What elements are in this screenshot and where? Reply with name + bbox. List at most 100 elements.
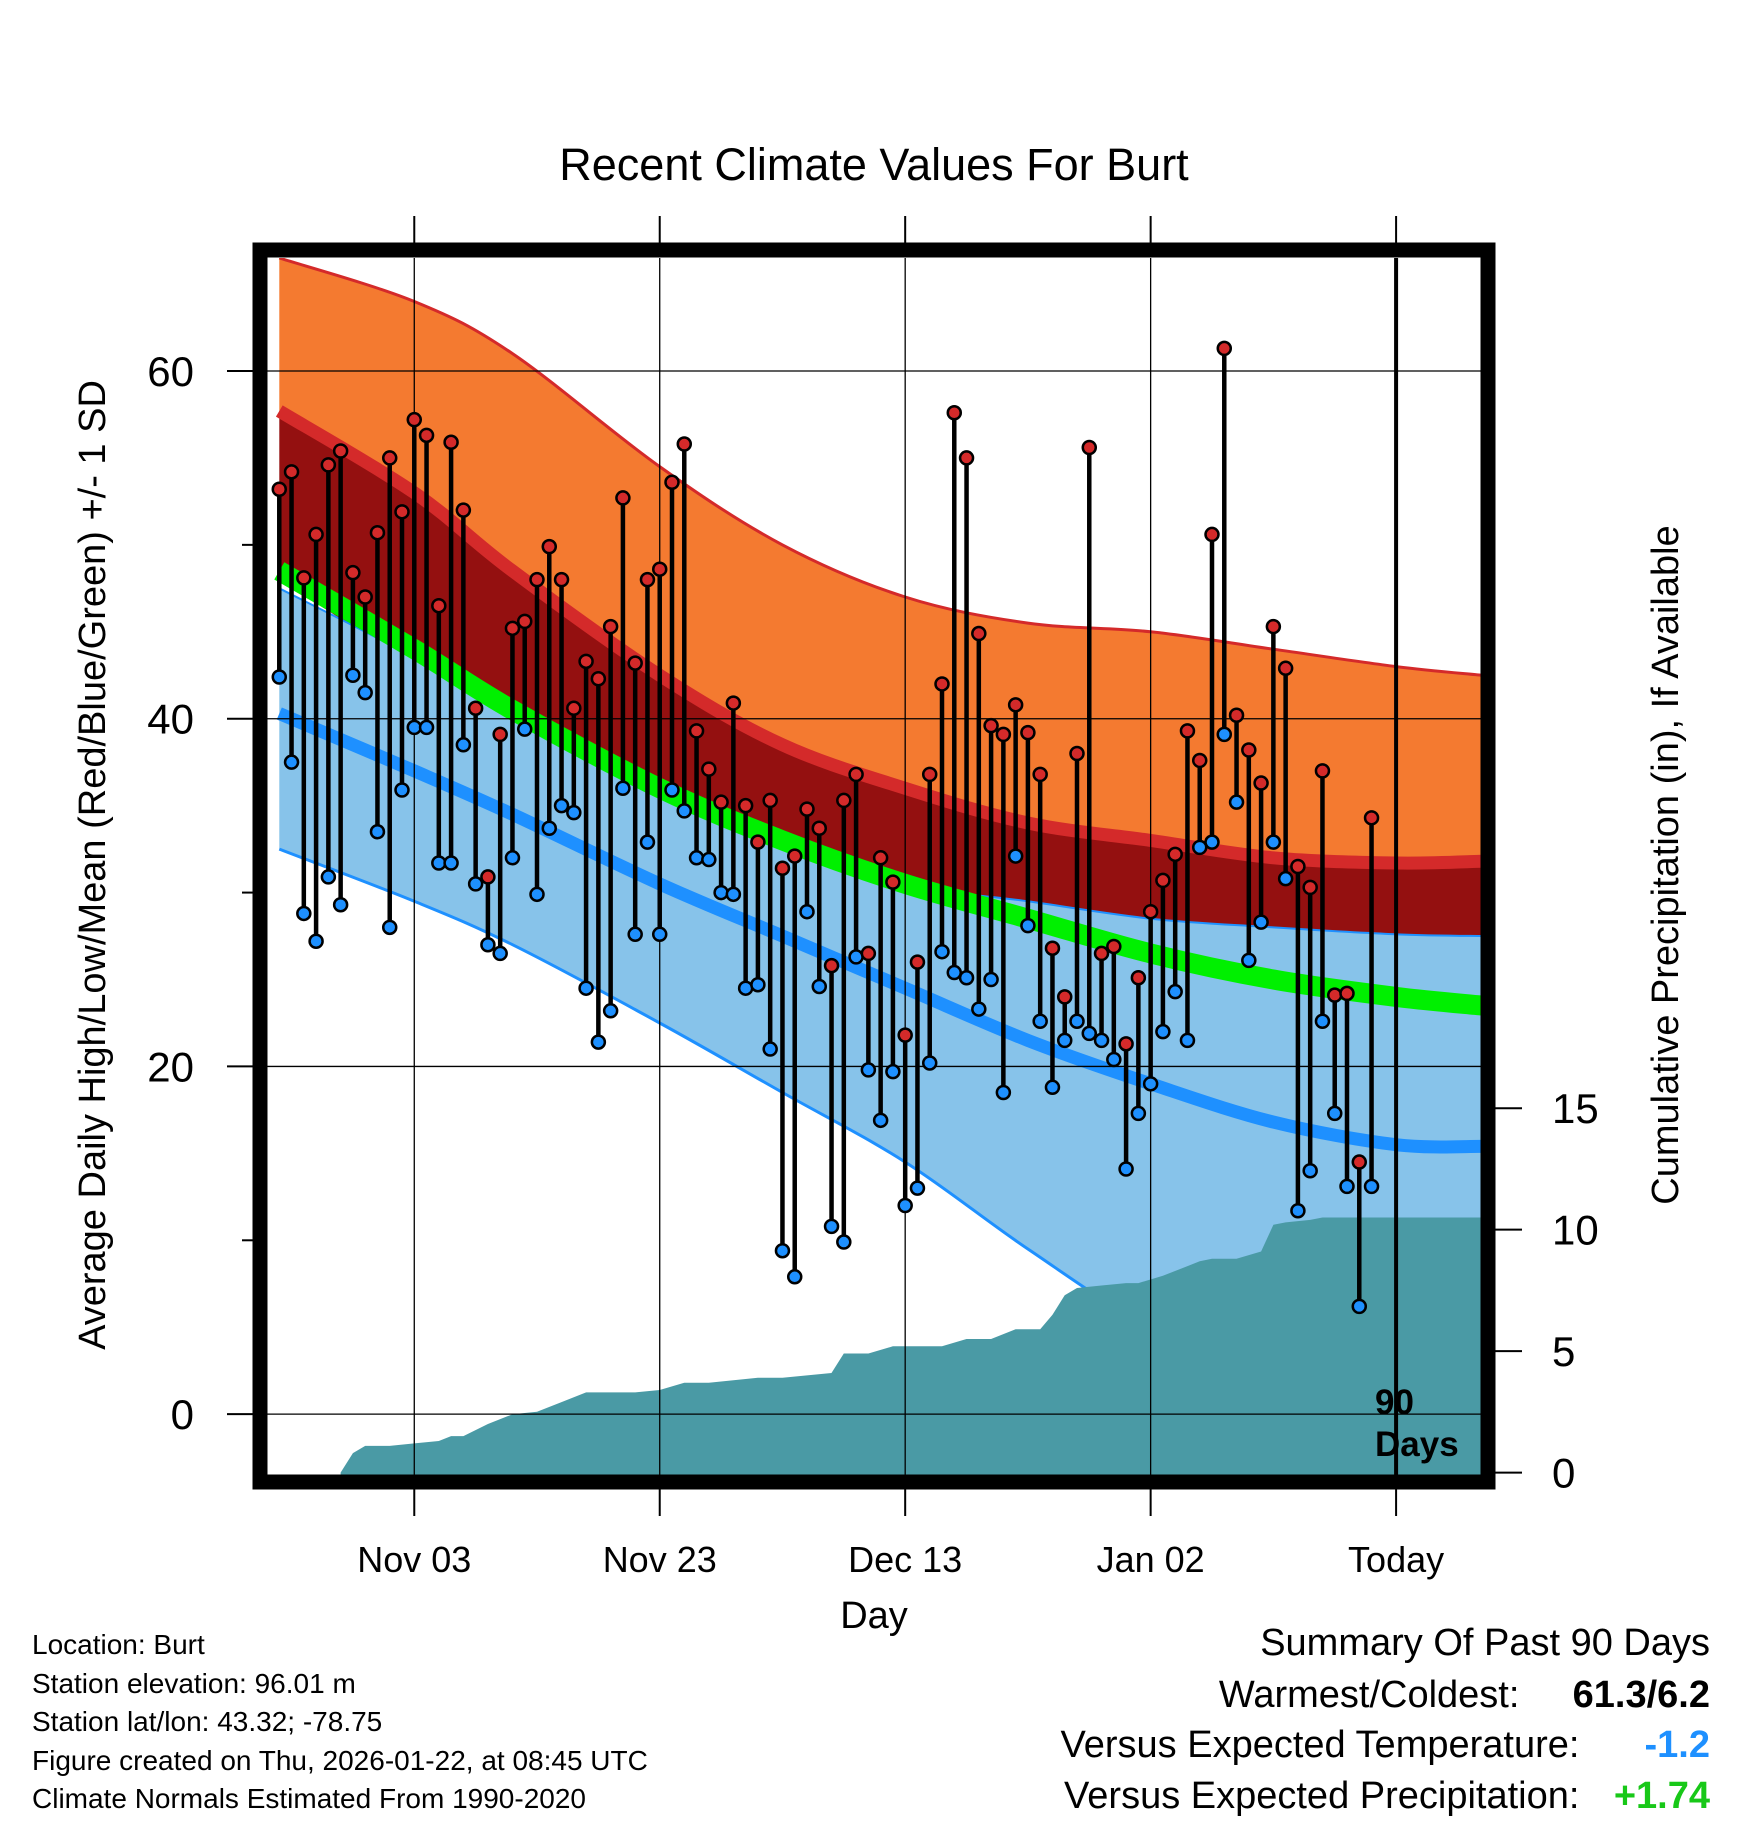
daily-low-point <box>578 980 594 996</box>
temp-vs-expected-value: -1.2 <box>1644 1724 1710 1766</box>
y-tick-label: 20 <box>147 1043 194 1090</box>
daily-low-point <box>1363 1178 1380 1195</box>
daily-high-point <box>296 570 312 586</box>
daily-low-point <box>1130 1105 1147 1122</box>
daily-high-point <box>1044 940 1061 956</box>
summary-precip-row: Versus Expected Precipitation: +1.74 <box>1064 1775 1710 1818</box>
daily-high-point <box>1277 660 1294 677</box>
daily-low-point <box>1081 1025 1098 1042</box>
daily-low-point <box>602 1003 619 1019</box>
daily-low-point <box>1118 1161 1134 1177</box>
daily-low-point <box>1277 870 1294 887</box>
daily-high-point <box>271 481 288 497</box>
daily-low-point <box>1216 726 1233 743</box>
daily-low-point <box>296 905 312 922</box>
daily-low-point <box>897 1197 913 1214</box>
daily-low-point <box>418 719 435 736</box>
daily-high-point <box>1363 810 1380 826</box>
y2-tick-label: 15 <box>1552 1085 1599 1132</box>
daily-low-point <box>786 1269 803 1285</box>
daily-high-point <box>1056 989 1073 1005</box>
daily-low-point <box>1351 1298 1368 1315</box>
daily-high-point <box>995 726 1012 743</box>
precip-vs-expected-value: +1.74 <box>1613 1775 1710 1817</box>
y2-tick-label: 5 <box>1552 1328 1575 1375</box>
daily-low-point <box>946 964 963 981</box>
daily-low-point <box>1007 848 1024 864</box>
daily-low-point <box>467 876 484 892</box>
daily-high-point <box>774 860 791 876</box>
daily-high-point <box>320 457 337 473</box>
created-text: Figure created on Thu, 2026-01-22, at 08… <box>32 1744 648 1776</box>
daily-high-point <box>345 564 361 581</box>
daily-low-point <box>1204 834 1220 850</box>
daily-low-point <box>651 926 668 943</box>
daily-low-point <box>799 903 815 920</box>
marker-label-top: 90 <box>1375 1383 1414 1422</box>
y2-tick-label: 10 <box>1552 1207 1599 1254</box>
daily-high-point <box>1081 439 1098 456</box>
daily-low-point <box>529 886 545 903</box>
daily-high-point <box>369 524 386 541</box>
daily-high-point <box>1093 945 1110 962</box>
daily-high-point <box>1253 775 1269 791</box>
daily-high-point <box>983 717 999 734</box>
daily-low-point <box>357 684 373 701</box>
daily-low-point <box>836 1234 852 1250</box>
cumulative-precip-area <box>340 1217 1482 1475</box>
daily-low-point <box>639 834 656 850</box>
daily-high-point <box>615 490 631 506</box>
daily-high-point <box>406 411 423 428</box>
daily-high-point <box>566 700 582 717</box>
daily-high-point <box>1228 707 1245 723</box>
daily-low-point <box>1314 1013 1331 1029</box>
daily-high-point <box>836 792 852 809</box>
daily-high-point <box>1241 742 1257 758</box>
elevation-text: Station elevation: 96.01 m <box>32 1667 356 1699</box>
x-tick-label: Nov 23 <box>603 1539 717 1580</box>
daily-high-point <box>1020 724 1036 741</box>
x-tick-label: Dec 13 <box>848 1539 962 1580</box>
summary-warmest-row: Warmest/Coldest: 61.3/6.2 <box>1219 1674 1710 1717</box>
daily-high-point <box>786 848 803 864</box>
daily-high-point <box>921 766 938 783</box>
daily-low-point <box>1167 983 1183 1000</box>
daily-low-point <box>934 943 950 960</box>
daily-low-point <box>688 850 705 866</box>
y2-tick-label: 0 <box>1552 1450 1575 1497</box>
daily-low-point <box>713 884 729 901</box>
daily-low-point <box>983 971 999 988</box>
daily-low-point <box>762 1041 778 1057</box>
daily-high-point <box>1130 970 1147 986</box>
marker-label-bottom: Days <box>1375 1425 1459 1464</box>
daily-low-point <box>1044 1079 1061 1096</box>
summary-temp-row: Versus Expected Temperature: -1.2 <box>1061 1724 1710 1767</box>
daily-high-point <box>627 655 643 671</box>
daily-high-point <box>308 526 324 543</box>
chart-title: Recent Climate Values For Burt <box>559 139 1189 190</box>
daily-low-point <box>1069 1013 1085 1029</box>
station-info: Location: Burt Station elevation: 96.01 … <box>32 1626 648 1819</box>
daily-low-point <box>1179 1032 1196 1049</box>
daily-low-point <box>455 737 472 753</box>
daily-low-point <box>320 869 337 885</box>
daily-high-point <box>701 761 717 777</box>
y2-axis-label: Cumulative Precipitation (in), If Availa… <box>1645 525 1687 1204</box>
precip-vs-expected-label: Versus Expected Precipitation: <box>1064 1775 1580 1817</box>
daily-high-point <box>1155 872 1171 889</box>
daily-high-point <box>676 436 693 452</box>
daily-high-point <box>1167 846 1183 863</box>
daily-high-point <box>1265 618 1282 635</box>
high-sd-lower-band <box>279 411 1482 1067</box>
plot-frame <box>252 242 1496 1490</box>
daily-low-point <box>958 970 975 986</box>
daily-high-point <box>578 653 594 670</box>
daily-low-point <box>774 1242 791 1259</box>
daily-low-point <box>664 782 680 798</box>
daily-low-point <box>516 721 533 737</box>
daily-low-point <box>1056 1032 1073 1049</box>
daily-low-point <box>394 782 410 798</box>
daily-low-point <box>566 804 582 821</box>
daily-low-point <box>823 1218 840 1235</box>
